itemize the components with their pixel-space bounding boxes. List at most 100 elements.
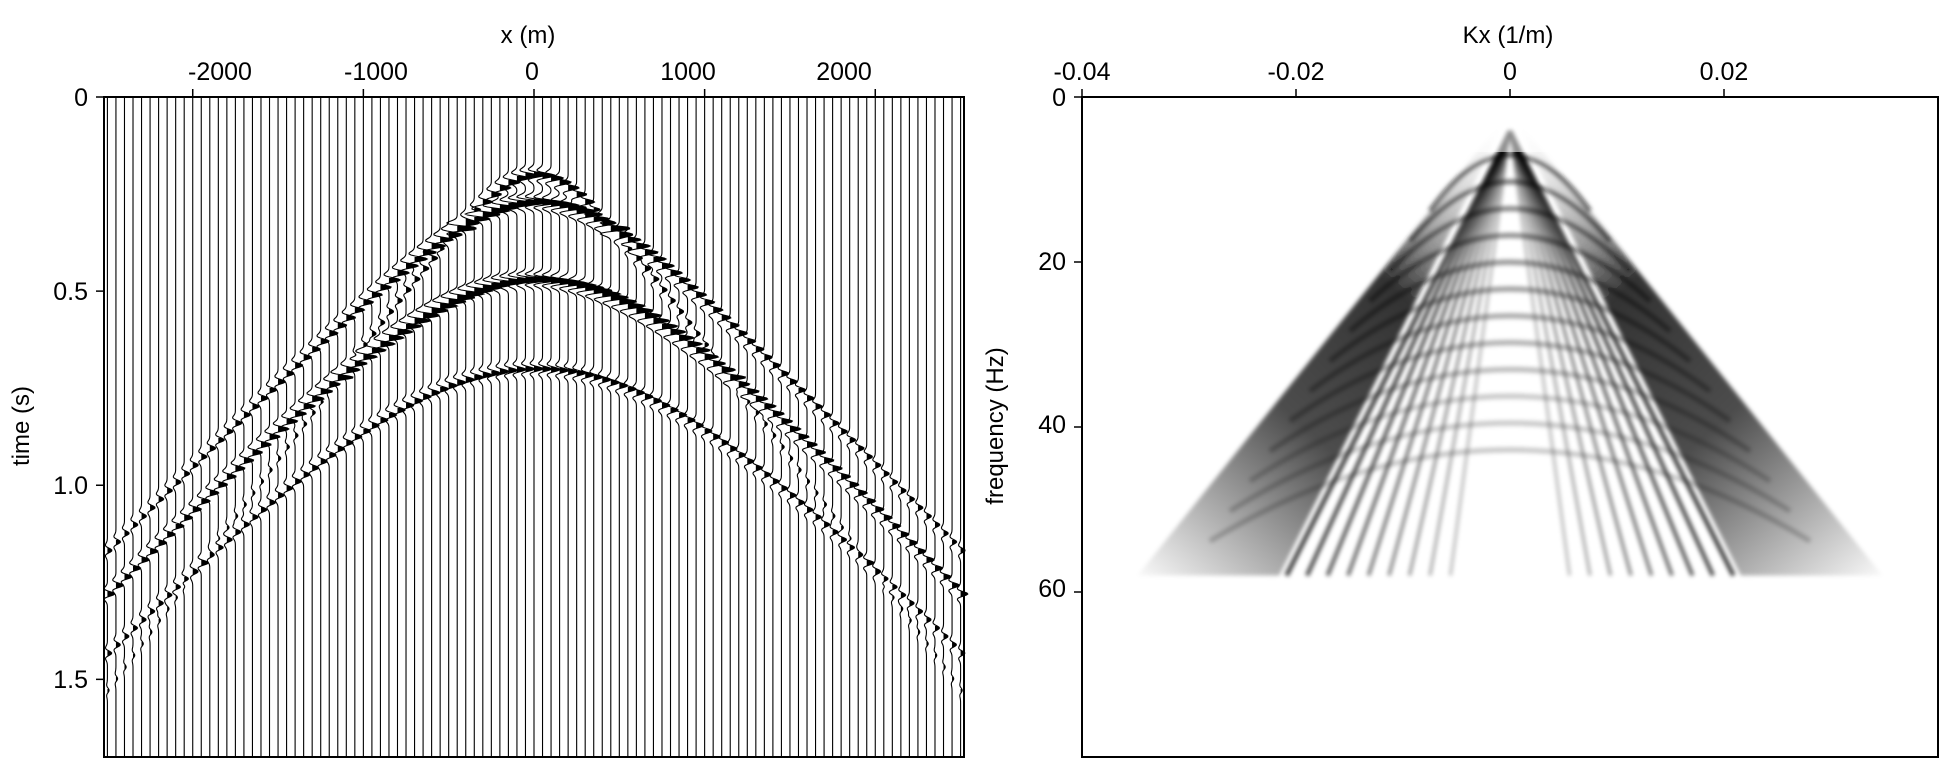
trace-fill: [934, 522, 943, 658]
trace-line: [627, 97, 654, 757]
trace-fill: [397, 270, 413, 413]
trace-fill: [184, 471, 193, 582]
trace-line: [732, 97, 751, 757]
trace-line: [120, 97, 133, 757]
trace-line: [948, 97, 960, 757]
trace-fill: [150, 505, 158, 635]
trace-line: [406, 97, 432, 757]
trace-line: [663, 97, 688, 757]
trace-line: [636, 97, 662, 757]
fk-y-tick-label: 40: [1038, 411, 1066, 439]
trace-fill: [636, 243, 653, 396]
trace-fill: [175, 480, 185, 600]
trace-line: [913, 97, 927, 757]
trace-line: [722, 97, 747, 757]
wiggle-x-tick-label: 0: [525, 58, 539, 86]
trace-line: [422, 97, 449, 757]
trace-line: [671, 97, 696, 757]
trace-line: [507, 97, 537, 757]
trace-fill: [107, 548, 115, 693]
fk-stripe: [1428, 130, 1512, 576]
trace-fill: [329, 331, 341, 458]
trace-line: [767, 97, 785, 757]
trace-line: [939, 97, 952, 757]
fk-arc: [1248, 393, 1772, 484]
trace-fill: [115, 540, 124, 681]
trace-line: [196, 97, 212, 757]
fk-x-tick-label: -0.04: [1054, 58, 1111, 86]
trace-fill: [875, 463, 884, 575]
trace-fill: [124, 531, 132, 670]
trace-line: [280, 97, 299, 757]
trace-line: [532, 97, 563, 757]
trace-fill: [218, 438, 228, 551]
trace-line: [758, 97, 777, 757]
trace-line: [801, 97, 818, 757]
wiggle-panel: -2000 -1000 0 1000 2000 x (m) 0 0.5 1.0 …: [8, 22, 969, 758]
fk-x-tick-label: 0.02: [1700, 58, 1749, 86]
fk-image: [1137, 98, 1883, 577]
trace-fill: [303, 355, 316, 478]
trace-line: [230, 97, 246, 757]
trace-line: [482, 97, 512, 757]
fk-y-axis: 0 20 40 60 frequency (Hz): [982, 84, 1082, 603]
trace-fill: [363, 300, 377, 434]
trace-line: [870, 97, 885, 757]
wiggle-traces: [103, 97, 969, 757]
trace-fill: [431, 243, 448, 396]
trace-line: [558, 97, 589, 757]
fk-left-wedge: [1137, 111, 1510, 576]
wiggle-x-axis-label: x (m): [501, 22, 556, 49]
fk-arc: [1228, 420, 1792, 514]
fk-stripe: [1325, 130, 1512, 577]
fk-arc: [1208, 447, 1812, 544]
trace-fill: [858, 446, 868, 558]
trace-line: [645, 97, 671, 757]
wiggle-x-tick-label: 2000: [816, 58, 872, 86]
fk-stripe: [1448, 130, 1512, 576]
trace-line: [740, 97, 760, 757]
fk-stripe: [1387, 130, 1512, 576]
wiggle-y-tick-label: 1.5: [53, 666, 88, 694]
trace-line: [862, 97, 877, 757]
trace-line: [749, 97, 769, 757]
trace-line: [706, 97, 726, 757]
fk-x-axis: -0.04 -0.02 0 0.02 Kx (1/m): [1054, 22, 1749, 97]
trace-line: [956, 97, 969, 757]
trace-line: [171, 97, 185, 757]
fk-x-tick-label: -0.02: [1268, 58, 1325, 86]
fk-arc: [1427, 152, 1593, 213]
fk-spectrum: [1137, 111, 1883, 577]
trace-line: [819, 97, 835, 757]
fk-right-wedge: [1510, 111, 1883, 576]
fk-stripe: [1407, 130, 1512, 576]
trace-line: [541, 97, 571, 757]
trace-line: [905, 97, 919, 757]
fk-plot-frame: [1081, 96, 1939, 758]
trace-fill: [815, 404, 826, 520]
trace-fill: [883, 471, 893, 582]
trace-line: [440, 97, 467, 757]
fk-y-axis-label: frequency (Hz): [982, 347, 1009, 504]
trace-line: [289, 97, 308, 757]
trace-line: [445, 97, 477, 757]
trace-fill: [380, 285, 395, 423]
fk-panel: -0.04 -0.02 0 0.02 Kx (1/m) 0 20 40 60 f…: [982, 22, 1939, 758]
fk-y-tick-label: 60: [1038, 575, 1066, 603]
trace-line: [888, 97, 902, 757]
wiggle-y-tick-label: 0.5: [53, 278, 88, 306]
trace-fill: [679, 278, 694, 418]
wiggle-y-tick-label: 0: [74, 84, 88, 112]
trace-line: [414, 97, 440, 757]
trace-line: [272, 97, 290, 757]
trace-line: [154, 97, 168, 757]
trace-fill: [943, 531, 951, 670]
trace-line: [775, 97, 794, 757]
trace-line: [348, 97, 368, 757]
trace-line: [714, 97, 737, 757]
fk-arc: [1408, 179, 1612, 243]
wiggle-y-axis-label: time (s): [8, 386, 35, 466]
fk-stripe: [1508, 130, 1572, 576]
trace-line: [515, 97, 546, 757]
